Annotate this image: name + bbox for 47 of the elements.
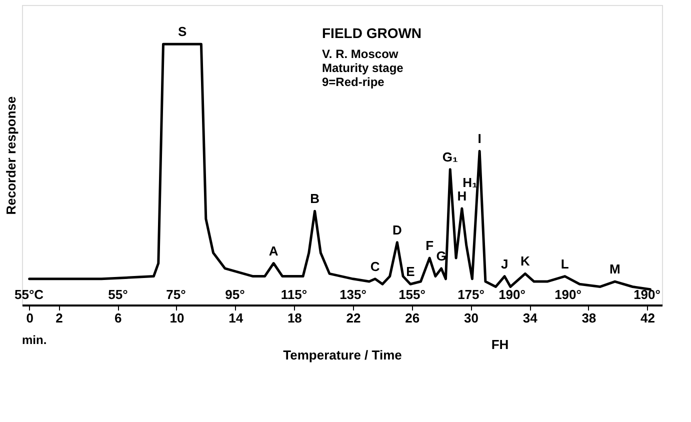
annotation: 190°	[634, 287, 660, 302]
annotation: Maturity stage	[322, 61, 404, 75]
annotation: 135°	[340, 287, 366, 302]
annotation: 75°	[166, 287, 186, 302]
annotation: 55°	[108, 287, 128, 302]
annotation: 175°	[458, 287, 484, 302]
x-tick-label: 38	[582, 310, 596, 326]
annotation: H₁	[462, 175, 478, 190]
annotation: D	[392, 222, 402, 238]
annotation: G	[436, 248, 446, 264]
x-tick-label: 34	[522, 310, 538, 326]
annotation: F	[426, 238, 434, 254]
x-tick-label: 6	[114, 310, 122, 326]
annotation: S	[178, 24, 188, 40]
annotation: 9=Red-ripe	[322, 75, 385, 89]
annotation: 155°	[398, 287, 426, 302]
text: FIELD GROWN	[322, 25, 422, 41]
annotation: 190°	[554, 287, 582, 302]
annotation: I	[478, 131, 482, 146]
annotation: H	[457, 188, 467, 204]
annotation: B	[310, 191, 320, 206]
x-tick-label: 26	[405, 310, 420, 326]
x-tick-label: 14	[228, 310, 244, 326]
annotation: L	[560, 256, 569, 272]
annotation: 95°	[225, 287, 245, 302]
annotation: A	[268, 243, 279, 258]
annotation: 190°	[498, 287, 526, 302]
x-tick-label: 30	[464, 310, 478, 326]
text: min.	[22, 333, 47, 347]
x-tick-label: 2	[56, 310, 63, 326]
x-tick-label: 10	[170, 310, 184, 326]
annotation: E	[406, 264, 416, 280]
annotation: C	[370, 258, 380, 274]
annotation: G₁	[442, 149, 458, 164]
y-axis-title: Recorder response	[4, 96, 18, 215]
x-tick-label: 42	[640, 310, 656, 326]
x-tick-label: 22	[346, 310, 361, 326]
x-axis-title: Temperature / Time	[283, 348, 402, 362]
annotation: J	[500, 256, 508, 272]
annotation: M	[610, 262, 620, 277]
annotation: 115°	[280, 287, 308, 302]
annotation: 55°C	[14, 287, 44, 302]
annotation: V. R. Moscow	[322, 47, 399, 61]
x-tick-label: 0	[26, 310, 34, 326]
text: FH	[491, 337, 509, 352]
x-tick-label: 18	[287, 310, 302, 326]
annotation: K	[520, 254, 530, 269]
